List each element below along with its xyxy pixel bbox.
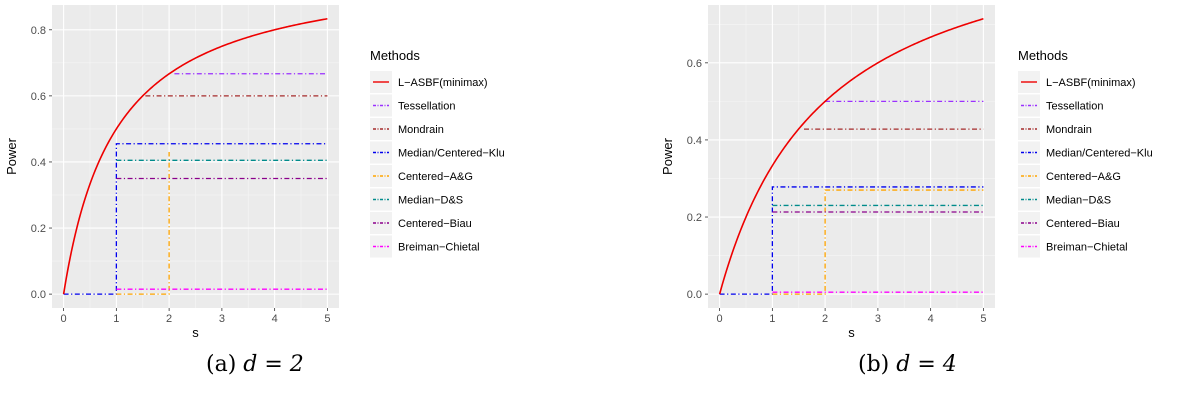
x-tick-label: 3 — [219, 313, 225, 325]
x-tick-label: 2 — [166, 313, 172, 325]
legend-label-centered-biau: Centered−Biau — [398, 218, 472, 230]
x-axis-title: s — [848, 325, 855, 340]
y-tick-label: 0.4 — [31, 157, 46, 169]
legend-label-tessellation: Tessellation — [1046, 101, 1103, 113]
legend-label-median-centered-klu: Median/Centered−Klu — [398, 148, 505, 160]
caption-a-prefix: (a) — [206, 352, 244, 377]
legend-label-median-d-s: Median−D&S — [1046, 195, 1111, 207]
y-tick-label: 0.2 — [687, 212, 702, 224]
series-line-centered-a-g — [772, 189, 984, 295]
y-axis-title: Power — [4, 137, 19, 175]
y-tick-label: 0.6 — [687, 58, 702, 70]
legend-label-centered-biau: Centered−Biau — [1046, 218, 1120, 230]
legend-label-mondrain: Mondrain — [398, 124, 444, 136]
series-line-l-asbf-minimax — [62, 17, 328, 295]
legend-label-l-asbf-minimax: L−ASBF(minimax) — [398, 77, 488, 89]
x-tick-label: 4 — [928, 313, 934, 325]
legend-label-median-centered-klu: Median/Centered−Klu — [1046, 148, 1153, 160]
chart-a: 0 1 2 3 4 5 0.0 0.2 0.4 0.6 0.8 s Power Methods L−ASBF… — [4, 5, 505, 340]
x-tick-label: 5 — [324, 313, 330, 325]
x-tick-label: 0 — [717, 313, 723, 325]
y-tick-label: 0.0 — [31, 289, 46, 301]
legend-label-median-d-s: Median−D&S — [398, 195, 463, 207]
x-tick-label: 5 — [980, 313, 986, 325]
legend-label-centered-a-g: Centered−A&G — [1046, 171, 1121, 183]
legend-label-centered-a-g: Centered−A&G — [398, 171, 473, 183]
x-tick-label: 3 — [875, 313, 881, 325]
y-tick-label: 0.2 — [31, 223, 46, 235]
panel-b: 0 1 2 3 4 5 0.0 0.2 0.4 0.6 s Power Methods L−ASBF(mi… — [648, 0, 1178, 400]
caption-b: (b) d = 4 — [858, 352, 957, 377]
legend-label-tessellation: Tessellation — [398, 101, 455, 113]
panel-a: 0 1 2 3 4 5 0.0 0.2 0.4 0.6 0.8 s Power Methods L−ASBF… — [4, 5, 505, 377]
y-tick-label: 0.0 — [687, 289, 702, 301]
x-tick-label: 1 — [113, 313, 119, 325]
caption-b-math: d = 4 — [896, 352, 957, 377]
x-tick-label: 1 — [769, 313, 775, 325]
legend-label-breiman-chietal: Breiman−Chietal — [398, 242, 480, 254]
y-tick-label: 0.4 — [687, 135, 702, 147]
series-line-median-centered-klu — [719, 186, 984, 295]
legend-label-l-asbf-minimax: L−ASBF(minimax) — [1046, 77, 1136, 89]
legend-label-breiman-chietal: Breiman−Chietal — [1046, 242, 1128, 254]
legend-title: Methods — [370, 48, 420, 63]
series-line-l-asbf-minimax — [718, 18, 984, 295]
caption-a-math: d = 2 — [243, 352, 304, 377]
x-tick-label: 4 — [272, 313, 278, 325]
y-tick-label: 0.6 — [31, 91, 46, 103]
x-tick-label: 2 — [822, 313, 828, 325]
chart-b: 0 1 2 3 4 5 0.0 0.2 0.4 0.6 s Power Methods L−ASBF(mi… — [660, 5, 1153, 340]
y-axis-title: Power — [660, 137, 675, 175]
series-line-centered-a-g — [116, 152, 170, 295]
caption-a: (a) d = 2 — [206, 352, 304, 377]
series-line-median-centered-klu — [63, 143, 328, 295]
x-axis-title: s — [192, 325, 199, 340]
legend-title: Methods — [1018, 48, 1068, 63]
caption-b-prefix: (b) — [858, 352, 897, 377]
legend-label-mondrain: Mondrain — [1046, 124, 1092, 136]
x-tick-label: 0 — [61, 313, 67, 325]
y-tick-label: 0.8 — [31, 25, 46, 37]
